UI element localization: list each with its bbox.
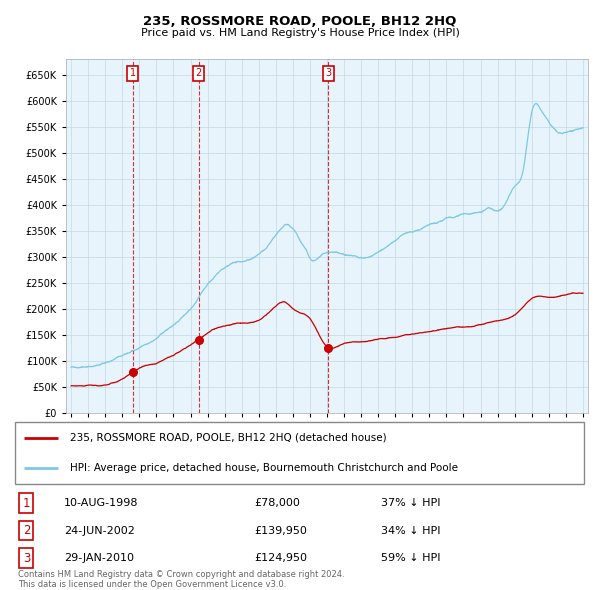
- Text: 2: 2: [196, 68, 202, 78]
- Text: £78,000: £78,000: [254, 498, 300, 508]
- Text: 235, ROSSMORE ROAD, POOLE, BH12 2HQ: 235, ROSSMORE ROAD, POOLE, BH12 2HQ: [143, 15, 457, 28]
- Text: 59% ↓ HPI: 59% ↓ HPI: [380, 553, 440, 563]
- Text: 1: 1: [23, 497, 30, 510]
- Text: £124,950: £124,950: [254, 553, 307, 563]
- Text: 24-JUN-2002: 24-JUN-2002: [64, 526, 135, 536]
- Text: 34% ↓ HPI: 34% ↓ HPI: [380, 526, 440, 536]
- Text: 235, ROSSMORE ROAD, POOLE, BH12 2HQ (detached house): 235, ROSSMORE ROAD, POOLE, BH12 2HQ (det…: [70, 433, 386, 443]
- Text: £139,950: £139,950: [254, 526, 307, 536]
- Text: Price paid vs. HM Land Registry's House Price Index (HPI): Price paid vs. HM Land Registry's House …: [140, 28, 460, 38]
- Text: 1: 1: [130, 68, 136, 78]
- Text: 10-AUG-1998: 10-AUG-1998: [64, 498, 139, 508]
- Text: Contains HM Land Registry data © Crown copyright and database right 2024.
This d: Contains HM Land Registry data © Crown c…: [18, 570, 344, 589]
- Text: 29-JAN-2010: 29-JAN-2010: [64, 553, 134, 563]
- Text: 3: 3: [325, 68, 331, 78]
- Text: 3: 3: [23, 552, 30, 565]
- Text: 2: 2: [23, 524, 30, 537]
- Text: HPI: Average price, detached house, Bournemouth Christchurch and Poole: HPI: Average price, detached house, Bour…: [70, 463, 458, 473]
- Text: 37% ↓ HPI: 37% ↓ HPI: [380, 498, 440, 508]
- FancyBboxPatch shape: [15, 422, 584, 484]
